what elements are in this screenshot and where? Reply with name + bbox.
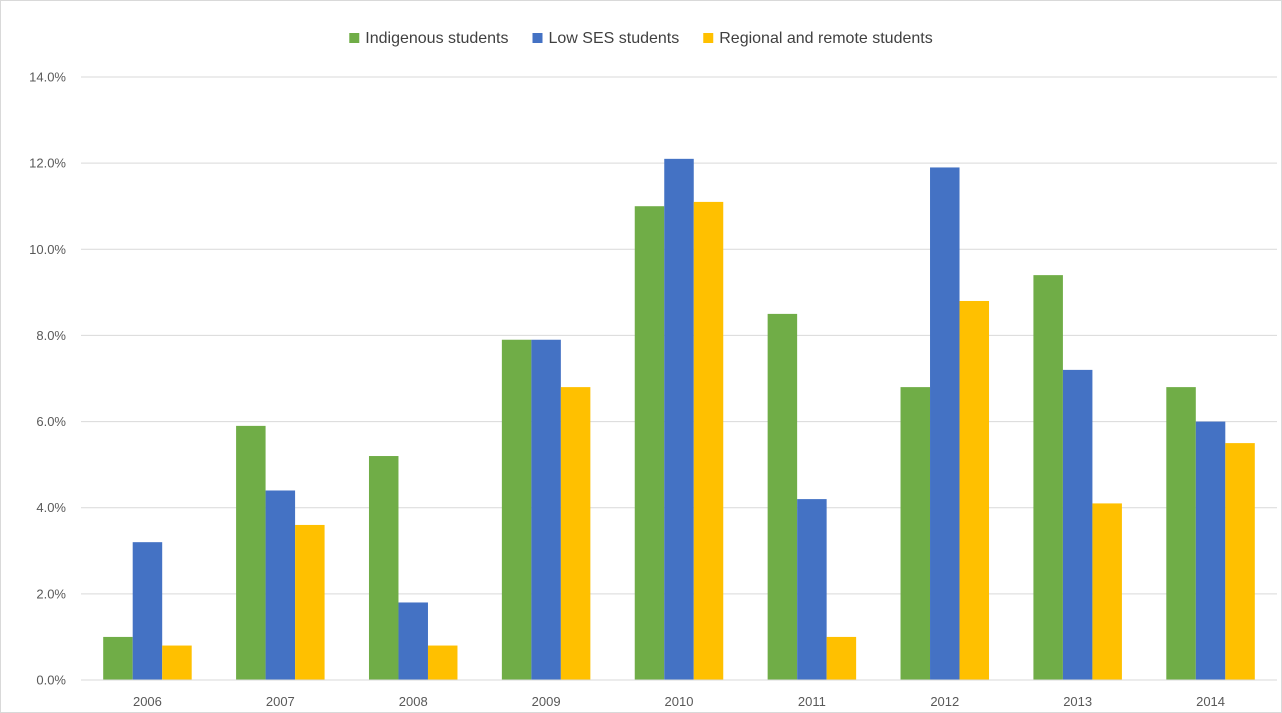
bars	[103, 158, 1255, 681]
legend-item: Regional and remote students	[703, 30, 933, 47]
y-tick-label: 10.0%	[29, 242, 66, 257]
bar-low-ses-students-2014	[1195, 421, 1226, 680]
bar-regional-and-remote-students-2007	[295, 524, 325, 680]
bar-indigenous-students-2011	[767, 313, 798, 680]
x-tick-label: 2012	[930, 694, 959, 709]
legend-label: Regional and remote students	[719, 30, 932, 47]
bar-indigenous-students-2010	[634, 206, 665, 680]
y-tick-label: 4.0%	[36, 500, 66, 515]
bar-indigenous-students-2014	[1166, 387, 1196, 680]
legend-item: Indigenous students	[349, 30, 509, 47]
bar-low-ses-students-2010	[664, 158, 694, 681]
bar-regional-and-remote-students-2009	[560, 387, 591, 680]
bar-indigenous-students-2012	[900, 387, 931, 680]
x-tick-label: 2007	[266, 694, 295, 709]
bar-indigenous-students-2008	[368, 456, 399, 680]
y-tick-label: 0.0%	[36, 673, 66, 688]
bar-regional-and-remote-students-2010	[693, 201, 724, 680]
bar-low-ses-students-2011	[797, 499, 827, 680]
x-tick-label: 2011	[798, 694, 826, 709]
legend-label: Indigenous students	[365, 30, 508, 47]
bar-low-ses-students-2012	[930, 167, 960, 680]
bar-low-ses-students-2008	[398, 602, 428, 680]
bar-low-ses-students-2009	[531, 339, 561, 680]
bar-regional-and-remote-students-2014	[1225, 443, 1255, 680]
x-tick-label: 2013	[1063, 694, 1092, 709]
bar-indigenous-students-2007	[236, 425, 266, 680]
bar-regional-and-remote-students-2011	[826, 636, 857, 680]
bar-low-ses-students-2006	[132, 542, 163, 680]
x-tick-label: 2014	[1196, 694, 1225, 709]
legend-swatch	[349, 33, 360, 43]
x-tick-label: 2006	[133, 694, 162, 709]
bar-regional-and-remote-students-2006	[162, 645, 192, 680]
legend-swatch	[532, 33, 543, 43]
y-tick-label: 2.0%	[36, 586, 66, 601]
y-tick-label: 14.0%	[29, 70, 66, 85]
y-tick-label: 6.0%	[36, 414, 66, 429]
y-tick-label: 8.0%	[36, 328, 66, 343]
y-axis-ticks: 0.0% 2.0% 4.0% 6.0% 8.0% 10.0% 12.0% 14.0%	[29, 70, 66, 688]
bar-regional-and-remote-students-2013	[1092, 503, 1122, 680]
x-tick-label: 2008	[399, 694, 428, 709]
bar-indigenous-students-2013	[1033, 275, 1063, 680]
bar-regional-and-remote-students-2008	[427, 645, 458, 680]
bar-regional-and-remote-students-2012	[959, 300, 990, 680]
bar-indigenous-students-2009	[501, 339, 532, 680]
bar-low-ses-students-2013	[1062, 369, 1093, 680]
x-tick-label: 2009	[532, 694, 561, 709]
y-tick-label: 12.0%	[29, 156, 66, 171]
x-tick-label: 2010	[665, 694, 694, 709]
legend-swatch	[703, 33, 714, 43]
legend-item: Low SES students	[532, 30, 680, 47]
legend-label: Low SES students	[549, 30, 680, 47]
x-axis-ticks: 2006 2007 2008 2009 2010 2011 2012 2013 2014	[133, 694, 1225, 709]
bar-low-ses-students-2007	[265, 490, 296, 680]
bar-indigenous-students-2006	[103, 636, 133, 680]
legend: Indigenous students Low SES students Regio…	[349, 30, 933, 47]
